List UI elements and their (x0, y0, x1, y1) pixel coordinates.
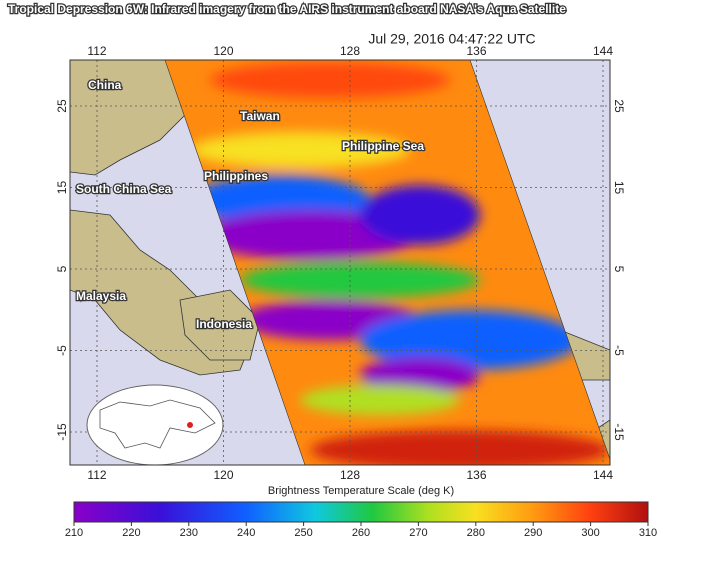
lon-label: 144 (593, 44, 613, 58)
colorbar-tick-label: 260 (352, 527, 370, 539)
colorbar-tick-label: 210 (65, 527, 83, 539)
lat-label: -5 (55, 345, 69, 356)
lon-label: 112 (87, 468, 106, 482)
colorbar-tick-label: 220 (122, 527, 140, 539)
place-label: South China Sea (76, 182, 172, 196)
lon-label: 128 (340, 44, 360, 58)
map-frame (69, 59, 611, 466)
place-label: Indonesia (196, 317, 252, 331)
lat-label: 15 (612, 181, 626, 195)
colorbar-tick-label: 230 (180, 527, 198, 539)
map (70, 60, 610, 465)
lon-label: 120 (213, 44, 233, 58)
lat-label: 5 (612, 266, 626, 273)
lat-label: 25 (55, 99, 69, 113)
lon-label: 128 (340, 468, 360, 482)
colorbar-label: Brightness Temperature Scale (deg K) (268, 485, 454, 497)
lon-label: 120 (213, 468, 233, 482)
place-label: Philippine Sea (342, 139, 424, 153)
colorbar-tick-label: 270 (409, 527, 427, 539)
place-label: Philippines (204, 169, 268, 183)
colorbar-tick-label: 280 (467, 527, 485, 539)
place-label: China (88, 78, 122, 92)
lat-label: -15 (55, 423, 69, 441)
colorbar-tick-label: 300 (581, 527, 599, 539)
title: Tropical Depression 6W: Infrared imagery… (8, 2, 566, 16)
lon-label: 136 (466, 468, 486, 482)
lon-label: 112 (87, 44, 106, 58)
lat-label: -5 (612, 345, 626, 356)
timestamp: Jul 29, 2016 04:47:22 UTC (368, 31, 535, 47)
lat-label: 15 (55, 181, 69, 195)
lon-label: 136 (466, 44, 486, 58)
lat-label: -15 (612, 423, 626, 441)
colorbar-tick-label: 240 (237, 527, 255, 539)
lon-label: 144 (593, 468, 613, 482)
lat-label: 25 (612, 99, 626, 113)
colorbar-tick-label: 250 (294, 527, 312, 539)
place-label: Taiwan (240, 109, 280, 123)
lat-label: 5 (55, 265, 69, 272)
colorbar-tick-label: 290 (524, 527, 542, 539)
place-label: Malaysia (76, 289, 126, 303)
colorbar (73, 501, 649, 523)
colorbar-tick-label: 310 (639, 527, 657, 539)
